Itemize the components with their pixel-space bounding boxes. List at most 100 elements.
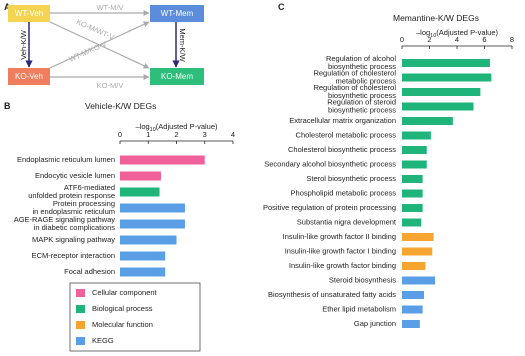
x-tick-label: 2 — [427, 35, 431, 44]
x-axis-label-part: –log — [135, 122, 149, 131]
bar — [402, 102, 474, 111]
x-tick-label: 1 — [146, 130, 150, 139]
chart: C Memantine-K/W DEGs –log10(Adjusted P-val… — [263, 2, 514, 328]
bar — [402, 233, 434, 241]
legend-label: Molecular function — [92, 320, 153, 329]
y-tick-label: Insulin-like growth factor I binding — [285, 246, 396, 255]
x-tick-label: 0 — [400, 35, 404, 44]
node-label: KO-Veh — [15, 72, 43, 81]
node — [150, 68, 204, 85]
x-axis-label-part: 10 — [430, 33, 436, 39]
x-axis-label-part: (Adjusted P-value) — [156, 122, 218, 131]
y-tick-label: Steroid biosynthesis — [329, 275, 396, 284]
chart-title: Memantine-K/W DEGs — [393, 13, 479, 23]
bar — [402, 218, 422, 227]
bar — [402, 291, 424, 299]
y-tick-label: ECM-receptor interaction — [32, 251, 115, 260]
y-tick-label: Endocytic vesicle lumen — [35, 171, 115, 180]
y-tick-label: Substantia nigra development — [297, 217, 397, 226]
y-tick-label: AGE-RAGE signaling pathway in diabetic co… — [14, 215, 116, 232]
y-tick-label: Gap junction — [354, 319, 396, 328]
x-axis-label: –log10(Adjusted P-value) — [135, 122, 218, 133]
edge-label: WT-M/KO-V — [67, 39, 108, 64]
y-tick-label: Sterol biosynthetic process — [306, 174, 396, 183]
x-tick-label: 4 — [455, 35, 459, 44]
bar — [402, 88, 481, 96]
bar — [402, 160, 427, 169]
bar — [120, 187, 160, 197]
bar — [402, 204, 423, 212]
y-tick-label: Insulin-like growth factor II binding — [283, 232, 396, 241]
bar — [120, 219, 185, 229]
y-tick-label: Phospholipid metabolic process — [291, 188, 397, 197]
bar — [402, 73, 492, 82]
bar — [120, 203, 185, 213]
x-tick-label: 4 — [231, 130, 235, 139]
y-tick-label: Biosynthesis of unsaturated fatty acids — [268, 290, 396, 299]
legend-swatch — [76, 289, 85, 297]
bar — [120, 235, 177, 245]
chart: B Vehicle-K/W DEGs–log10(Adjusted P-value… — [4, 101, 235, 352]
bar — [402, 305, 423, 314]
bar — [120, 155, 205, 165]
y-tick-label: Regulation of steroid biosynthetic proces… — [327, 97, 396, 114]
x-tick-label: 3 — [203, 130, 207, 139]
y-tick-label: Focal adhesion — [64, 267, 115, 276]
bar — [402, 146, 427, 154]
node-label: WT-Mem — [161, 9, 194, 18]
bar — [120, 251, 166, 261]
x-axis-label: –log10(Adjusted P-value) — [416, 28, 499, 39]
bar — [402, 175, 423, 183]
panel-label: C — [278, 2, 285, 12]
bar — [120, 267, 166, 277]
panel-label: A — [4, 2, 11, 12]
bar — [402, 131, 431, 140]
x-tick-label: 2 — [174, 130, 178, 139]
y-tick-label: Regulation of cholesterol metabolic proce… — [313, 68, 396, 85]
node — [8, 68, 50, 85]
panel-label: B — [4, 101, 11, 111]
legend-label: KEGG — [92, 336, 114, 345]
edge-label: Mem-K/W — [178, 28, 187, 62]
y-tick-label: Ether lipid metabolism — [322, 304, 396, 313]
node-label: WT-Veh — [15, 9, 43, 18]
bar — [402, 276, 435, 285]
edge — [49, 21, 150, 69]
legend-label: Cellular component — [92, 288, 158, 297]
bar — [402, 59, 490, 67]
y-tick-label: MAPK signaling pathway — [32, 235, 115, 244]
edge-label: KO-M/WT-V — [75, 17, 116, 42]
bar — [402, 320, 420, 328]
legend-swatch — [76, 337, 85, 345]
legend-swatch — [76, 305, 85, 313]
x-tick-label: 6 — [482, 35, 486, 44]
y-tick-label: Positive regulation of protein processin… — [263, 203, 396, 212]
legend-label: Biological process — [92, 304, 153, 313]
edge-label: Veh-K/W — [19, 29, 28, 60]
y-tick-label: Regulation of cholesterol biosynthetic pr… — [313, 83, 396, 100]
y-tick-label: ATF6-mediated unfolded protein response — [28, 183, 115, 200]
y-tick-label: Endoplasmic reticulum lumen — [17, 155, 115, 164]
y-tick-label: Protein processing in endoplasmic reticul… — [32, 199, 115, 216]
x-tick-label: 0 — [118, 130, 122, 139]
chart-title: Vehicle-K/W DEGs — [85, 101, 156, 111]
y-tick-label: Secondary alcohol biosynthetic process — [264, 159, 396, 168]
bar — [402, 262, 426, 270]
edge-label: KO-M/V — [97, 81, 124, 90]
x-axis-label-part: –log — [416, 28, 430, 37]
node — [8, 5, 50, 22]
bar — [402, 189, 423, 198]
y-tick-label: Cholesterol biosynthetic process — [288, 145, 396, 154]
y-tick-label: Extracellular matrix organization — [289, 116, 396, 125]
x-axis-label-part: (Adjusted P-value) — [436, 28, 498, 37]
x-axis-label-part: 10 — [150, 127, 156, 133]
bar — [402, 117, 453, 125]
legend-box — [69, 282, 201, 352]
y-tick-label: Insulin-like growth factor binding — [289, 261, 396, 270]
node-label: KO-Mem — [161, 72, 193, 81]
edge-label: WT-M/V — [96, 3, 123, 12]
bar — [120, 171, 161, 181]
legend-swatch — [76, 321, 85, 329]
y-tick-label: Regulation of alcohol biosynthetic proces… — [326, 54, 396, 71]
